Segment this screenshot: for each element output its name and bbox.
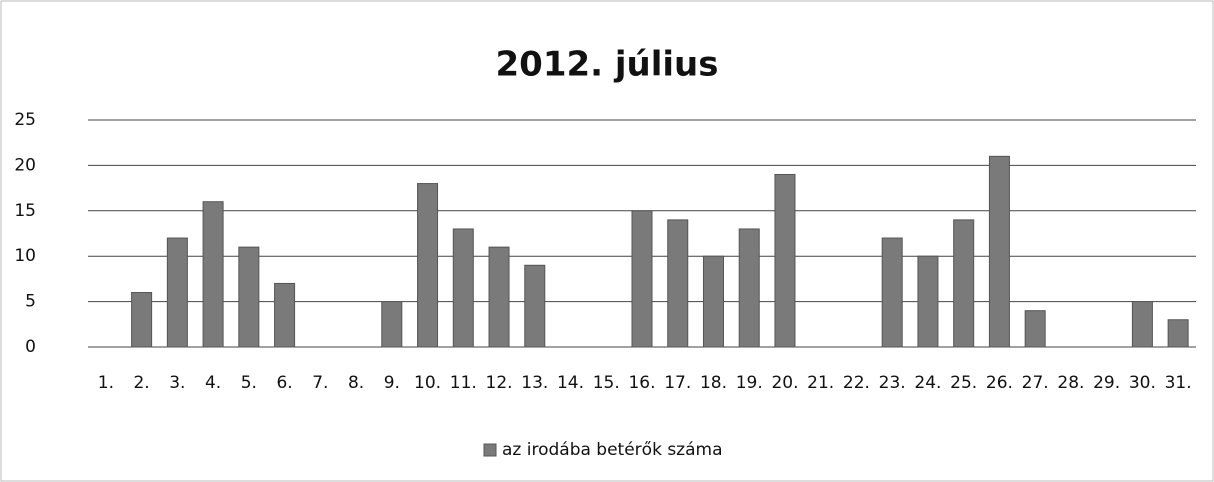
x-tick-label: 20. [771,373,798,393]
bar [166,237,188,348]
x-tick-label: 23. [879,373,906,393]
legend-label: az irodába betérők száma [502,440,723,460]
x-tick-label: 26. [986,373,1013,393]
y-tick-label: 25 [14,110,36,130]
x-tick-label: 15. [593,373,620,393]
bar [1024,310,1046,348]
x-tick-label: 8. [348,373,364,393]
x-tick-label: 28. [1057,373,1084,393]
bar [452,228,474,348]
x-tick-label: 30. [1129,373,1156,393]
x-tick-label: 11. [450,373,477,393]
bar [917,255,939,348]
x-tick-label: 21. [807,373,834,393]
bar [988,155,1010,348]
x-tick-label: 3. [169,373,185,393]
x-tick-label: 17. [664,373,691,393]
bar [1167,319,1189,348]
x-tick-label: 16. [628,373,655,393]
bar [1131,301,1153,348]
x-tick-label: 10. [414,373,441,393]
bar [953,219,975,348]
chart-title: 2012. július [496,45,719,85]
x-tick-label: 19. [736,373,763,393]
y-tick-label: 5 [25,292,36,312]
x-tick-label: 25. [950,373,977,393]
x-tick-label: 6. [276,373,292,393]
x-tick-label: 1. [98,373,114,393]
x-tick-label: 13. [521,373,548,393]
x-tick-label: 4. [205,373,221,393]
x-tick-label: 9. [384,373,400,393]
x-tick-label: 14. [557,373,584,393]
x-tick-label: 27. [1022,373,1049,393]
bar [417,183,439,348]
legend-swatch [483,443,497,457]
x-tick-label: 29. [1093,373,1120,393]
bar [702,255,724,348]
bar [881,237,903,348]
y-tick-label: 15 [14,201,36,221]
bar [738,228,760,348]
x-tick-label: 22. [843,373,870,393]
bar [524,264,546,348]
bar [488,246,510,348]
bar [631,210,653,348]
bar [131,292,153,348]
y-tick-label: 20 [14,155,36,175]
x-tick-label: 18. [700,373,727,393]
x-tick-label: 2. [133,373,149,393]
x-tick-label: 12. [486,373,513,393]
bar [381,301,403,348]
y-tick-label: 0 [25,337,36,357]
bar [202,201,224,348]
x-tick-label: 7. [312,373,328,393]
bar [667,219,689,348]
y-tick-label: 10 [14,246,36,266]
bar [238,246,260,348]
x-tick-label: 5. [241,373,257,393]
bar [774,173,796,348]
bar [274,282,296,348]
x-tick-label: 31. [1165,373,1192,393]
x-tick-label: 24. [914,373,941,393]
